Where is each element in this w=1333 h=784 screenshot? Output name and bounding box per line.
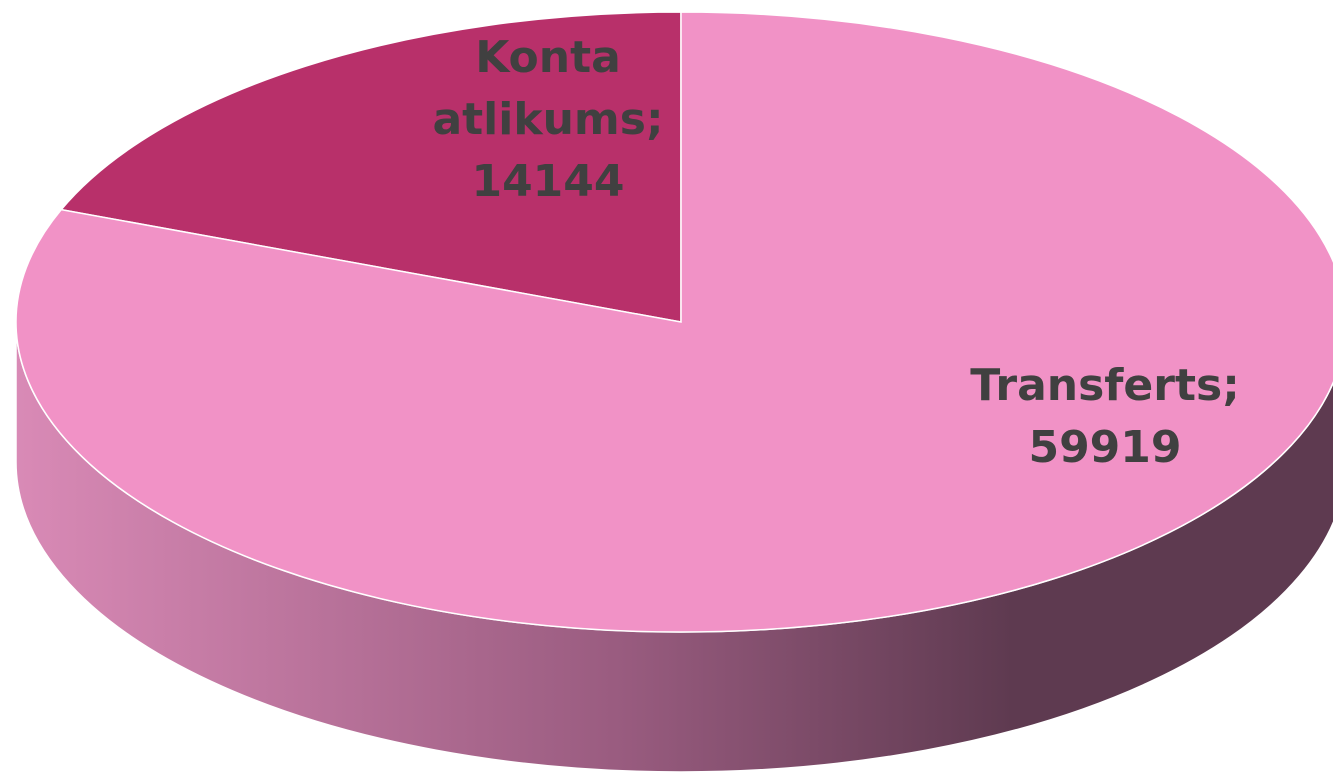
- data-label-line: atlikums;: [432, 94, 663, 145]
- data-label-line: Konta: [475, 32, 621, 83]
- data-label-line: 59919: [1028, 422, 1181, 473]
- slice: [59, 11, 682, 323]
- data-label: Transferts; 59919: [970, 360, 1240, 473]
- data-label-line: Transferts;: [970, 360, 1240, 411]
- data-label-line: 14144: [471, 156, 624, 207]
- slice: [15, 11, 1333, 633]
- data-label: Konta atlikums; 14144: [432, 32, 663, 207]
